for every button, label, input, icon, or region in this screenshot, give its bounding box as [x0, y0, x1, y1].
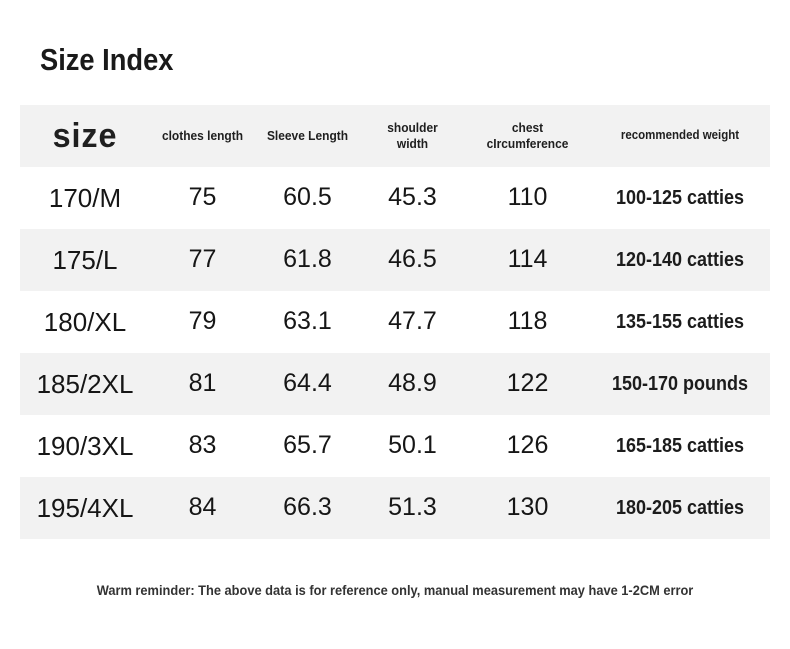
cell-shoulder: 48.9 — [388, 369, 437, 398]
cell-sleeve: 61.8 — [283, 245, 332, 274]
cell-sleeve: 65.7 — [283, 431, 332, 460]
header-sleeve-length: Sleeve Length — [266, 127, 349, 143]
cell-sleeve: 60.5 — [283, 183, 332, 212]
page-title: Size Index — [40, 42, 174, 77]
cell-sleeve: 66.3 — [283, 493, 332, 522]
cell-weight: 135-155 catties — [615, 310, 745, 333]
cell-clothes: 83 — [188, 431, 217, 460]
warm-reminder-note: Warm reminder: The above data is for ref… — [96, 583, 694, 598]
cell-size: 170/M — [48, 182, 122, 213]
table-row: 185/2XL 81 64.4 48.9 122 150-170 pounds — [20, 353, 770, 415]
cell-clothes: 75 — [188, 183, 217, 212]
header-clothes-length: clothes length — [161, 127, 244, 143]
cell-size: 175/L — [52, 244, 118, 275]
cell-weight: 150-170 pounds — [611, 372, 749, 395]
cell-chest: 130 — [506, 493, 549, 522]
table-row: 170/M 75 60.5 45.3 110 100-125 catties — [20, 167, 770, 229]
size-table: size clothes length Sleeve Length should… — [20, 105, 770, 539]
cell-clothes: 77 — [188, 245, 217, 274]
cell-size: 195/4XL — [36, 492, 134, 523]
cell-weight: 180-205 catties — [615, 496, 745, 519]
cell-chest: 114 — [507, 245, 548, 274]
header-chest-circumference: chest cIrcumference — [486, 119, 569, 151]
cell-sleeve: 64.4 — [283, 369, 332, 398]
cell-size: 185/2XL — [36, 368, 134, 399]
cell-size: 180/XL — [43, 306, 127, 337]
cell-weight: 165-185 catties — [615, 434, 745, 457]
cell-clothes: 81 — [188, 369, 217, 398]
table-row: 190/3XL 83 65.7 50.1 126 165-185 catties — [20, 415, 770, 477]
cell-sleeve: 63.1 — [283, 307, 332, 336]
cell-chest: 126 — [506, 431, 549, 460]
cell-shoulder: 50.1 — [388, 431, 437, 460]
cell-shoulder: 45.3 — [388, 183, 437, 212]
cell-chest: 118 — [507, 307, 548, 336]
header-recommended-weight: recommended weight — [620, 128, 740, 143]
header-size: size — [52, 116, 118, 155]
table-row: 195/4XL 84 66.3 51.3 130 180-205 catties — [20, 477, 770, 539]
table-header-row: size clothes length Sleeve Length should… — [20, 105, 770, 167]
cell-weight: 120-140 catties — [615, 248, 745, 271]
table-row: 175/L 77 61.8 46.5 114 120-140 catties — [20, 229, 770, 291]
cell-weight: 100-125 catties — [615, 186, 745, 209]
cell-clothes: 79 — [188, 307, 217, 336]
cell-chest: 122 — [506, 369, 549, 398]
cell-shoulder: 46.5 — [388, 245, 437, 274]
cell-chest: 110 — [507, 183, 548, 212]
cell-shoulder: 47.7 — [388, 307, 437, 336]
cell-size: 190/3XL — [36, 430, 134, 461]
cell-shoulder: 51.3 — [388, 493, 437, 522]
header-shoulder-width: shoulder width — [387, 119, 438, 151]
table-row: 180/XL 79 63.1 47.7 118 135-155 catties — [20, 291, 770, 353]
cell-clothes: 84 — [188, 493, 217, 522]
